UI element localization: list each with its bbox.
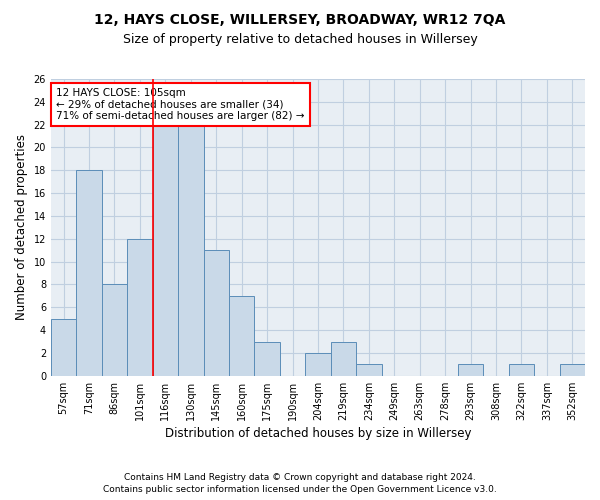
Bar (51, 318, 76, 376)
Bar (152, 124, 178, 376)
Bar (458, 364, 483, 376)
Text: 12, HAYS CLOSE, WILLERSEY, BROADWAY, WR12 7QA: 12, HAYS CLOSE, WILLERSEY, BROADWAY, WR1… (94, 12, 506, 26)
Bar (560, 364, 585, 376)
Bar (203, 250, 229, 376)
Bar (509, 364, 534, 376)
Bar (356, 364, 382, 376)
Bar (254, 342, 280, 376)
Text: Contains HM Land Registry data © Crown copyright and database right 2024.: Contains HM Land Registry data © Crown c… (124, 472, 476, 482)
Bar (127, 239, 152, 376)
Bar (102, 284, 127, 376)
Y-axis label: Number of detached properties: Number of detached properties (15, 134, 28, 320)
Text: Contains public sector information licensed under the Open Government Licence v3: Contains public sector information licen… (103, 485, 497, 494)
Bar (229, 296, 254, 376)
Bar (331, 342, 356, 376)
Text: Size of property relative to detached houses in Willersey: Size of property relative to detached ho… (122, 32, 478, 46)
Text: 12 HAYS CLOSE: 105sqm
← 29% of detached houses are smaller (34)
71% of semi-deta: 12 HAYS CLOSE: 105sqm ← 29% of detached … (56, 88, 305, 121)
Bar (178, 124, 203, 376)
Bar (76, 170, 102, 376)
Bar (305, 353, 331, 376)
X-axis label: Distribution of detached houses by size in Willersey: Distribution of detached houses by size … (165, 427, 471, 440)
